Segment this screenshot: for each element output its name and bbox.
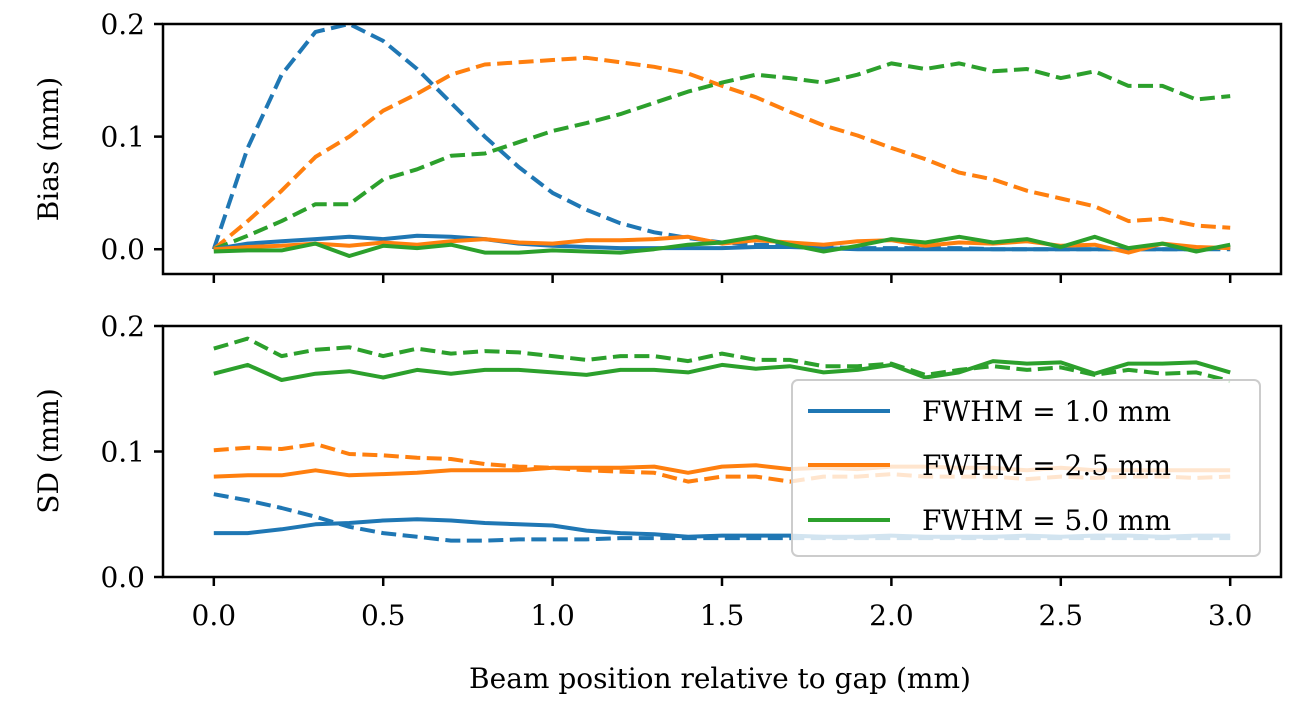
bias-y-tick-label: 0.0 bbox=[100, 233, 145, 266]
legend: FWHM = 1.0 mm FWHM = 2.5 mm FWHM = 5.0 m… bbox=[791, 379, 1261, 557]
bias-series-group bbox=[211, 24, 1231, 258]
x-axis-label: Beam position relative to gap (mm) bbox=[469, 662, 971, 695]
sd-x-tick-label: 3.0 bbox=[1208, 599, 1253, 632]
legend-label-fwhm-1-0: FWHM = 1.0 mm bbox=[922, 395, 1171, 428]
sd-y-tick-label: 0.0 bbox=[100, 561, 145, 594]
sd-y-tick-label: 0.1 bbox=[100, 436, 145, 469]
sd-x-tick-label: 0.0 bbox=[192, 599, 237, 632]
bias-series-fwhm-5-0-solid bbox=[213, 234, 1231, 258]
bias-series-fwhm-1-0-solid bbox=[213, 233, 1231, 252]
bias-series-fwhm-2-5-dashed bbox=[212, 55, 1231, 251]
sd-y-tick-label: 0.2 bbox=[100, 310, 145, 343]
bias-y-ticks: 0.0 0.1 0.2 bbox=[100, 8, 163, 266]
sd-series-fwhm-5-0-solid bbox=[213, 359, 1231, 382]
sd-x-tick-label: 2.5 bbox=[1039, 599, 1084, 632]
bias-y-axis-label: Bias (mm) bbox=[32, 77, 65, 221]
bias-panel: 0.0 0.1 0.2 Bias (mm) bbox=[32, 8, 1283, 283]
legend-label-fwhm-5-0: FWHM = 5.0 mm bbox=[922, 504, 1171, 537]
legend-label-fwhm-2-5: FWHM = 2.5 mm bbox=[922, 449, 1171, 482]
sd-panel: 0.0 0.5 1.0 1.5 2.0 2.5 3.0 0.00.10.2 SD (mm) … bbox=[32, 310, 1283, 632]
sd-y-ticks: 0.0 0.1 0.2 bbox=[100, 310, 163, 594]
sd-y-axis-label: SD (mm) bbox=[32, 388, 65, 513]
bias-x-ticks bbox=[212, 274, 1232, 283]
bias-series-fwhm-5-0-dashed bbox=[213, 61, 1231, 252]
sd-x-tick-label: 2.0 bbox=[869, 599, 914, 632]
legend-box bbox=[791, 379, 1261, 557]
sd-x-tick-label: 1.5 bbox=[700, 599, 745, 632]
sd-x-tick-label: 0.5 bbox=[361, 599, 406, 632]
bias-y-tick-label: 0.1 bbox=[100, 121, 145, 154]
sd-x-tick-label: 1.0 bbox=[530, 599, 575, 632]
sd-series-fwhm-5-0-dashed bbox=[213, 336, 1231, 384]
sd-x-ticks: 0.0 0.5 1.0 1.5 2.0 2.5 3.0 bbox=[192, 577, 1253, 632]
bias-y-tick-label: 0.2 bbox=[100, 8, 145, 41]
